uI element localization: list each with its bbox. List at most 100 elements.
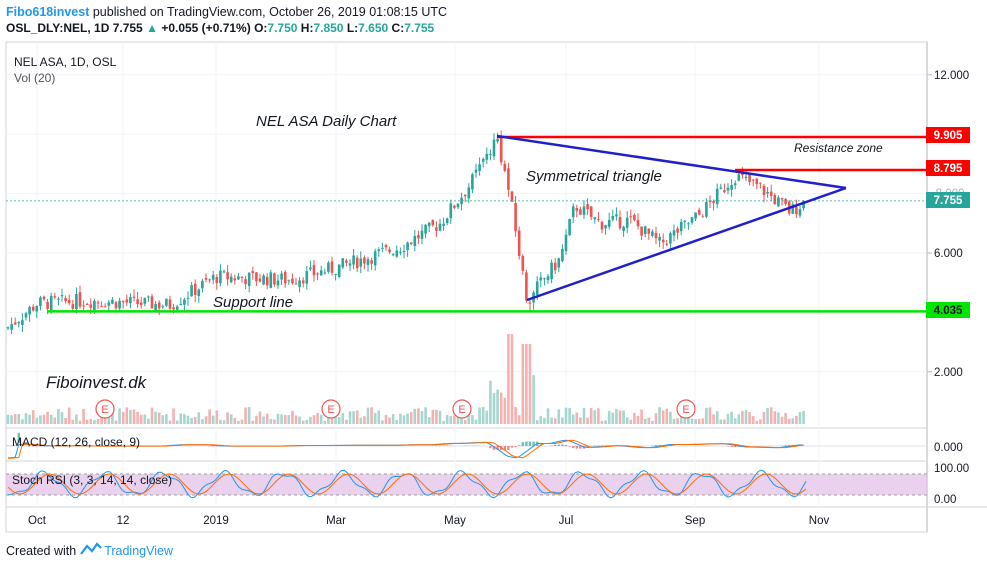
candle-body [391, 254, 395, 256]
legend-title: NEL ASA, 1D, OSL [14, 55, 117, 69]
volume-bar [773, 411, 777, 424]
volume-bar [21, 419, 24, 424]
high-value: 7.850 [313, 21, 344, 35]
volume-bar [471, 415, 474, 424]
candle-body [496, 138, 499, 142]
candle-body [193, 283, 197, 295]
volume-bar [784, 412, 787, 424]
candle-body [611, 215, 615, 220]
volume-bar [611, 412, 615, 424]
volume-bar [64, 417, 67, 424]
volume-bar [150, 407, 154, 424]
candle-body [507, 168, 510, 190]
candle-body [348, 263, 352, 266]
tradingview-brand[interactable]: TradingView [104, 543, 173, 558]
triangle-upper-trendline[interactable] [496, 134, 847, 190]
volume-bar [795, 415, 798, 424]
volume-bar [402, 415, 406, 424]
volume-bar [280, 414, 283, 424]
candle-body [665, 243, 669, 245]
volume-bar [93, 420, 96, 424]
candle-body [172, 307, 175, 310]
volume-bar [258, 411, 262, 424]
time-tick-label: 2019 [203, 515, 229, 527]
candle-body [147, 296, 150, 298]
candle-body [136, 299, 139, 305]
candle-body [697, 209, 701, 215]
volume-bar [269, 418, 273, 424]
volume-bar [413, 408, 417, 424]
volume-bar [615, 409, 618, 424]
volume-bar [352, 411, 355, 424]
candle-body [10, 324, 13, 330]
candle-body [640, 226, 643, 236]
volume-bar [35, 417, 39, 424]
volume-bar [399, 413, 402, 424]
volume-bar [557, 409, 561, 424]
candle-body [564, 234, 568, 252]
candle-body [269, 272, 273, 288]
candle-body [229, 276, 233, 283]
volume-bar [741, 410, 744, 424]
volume-bar [474, 419, 478, 424]
candle-body [708, 200, 712, 203]
macd-histogram-bar [496, 446, 499, 450]
volume-bar [449, 416, 453, 424]
volume-bar [438, 410, 442, 424]
candle-body [679, 221, 683, 232]
candle-body [157, 302, 161, 309]
candle-body [197, 289, 201, 297]
volume-bar [10, 415, 13, 424]
candle-body [319, 270, 323, 276]
volume-bar [366, 407, 370, 424]
candle-body [21, 320, 24, 325]
candle-body [154, 303, 157, 312]
candle-body [762, 185, 766, 195]
volume-bar [701, 418, 705, 424]
candle-body [712, 201, 715, 204]
triangle-lower-trendline[interactable] [526, 186, 847, 302]
candle-body [312, 265, 316, 276]
ohlc-line: OSL_DLY:NEL, 1D 7.755 ▲ +0.055 (+0.71%) … [6, 20, 447, 36]
volume-bar [39, 415, 42, 424]
open-label: O: [254, 21, 268, 35]
macd-zero-tick: 0.000 [934, 442, 963, 454]
volume-bar [798, 412, 802, 424]
candle-body [453, 205, 456, 208]
volume-bar [489, 380, 492, 424]
earnings-marker-circle [452, 399, 472, 419]
candle-body [409, 242, 413, 245]
volume-bar [582, 407, 586, 424]
candle-body [514, 202, 517, 232]
candle-body [773, 194, 777, 204]
volume-bar [690, 418, 694, 424]
candle-body [352, 255, 355, 265]
candle-body [777, 197, 780, 207]
candle-body [258, 278, 262, 282]
volume-bar [226, 412, 229, 424]
volume-bar [568, 408, 571, 424]
created-with-text: Created with [6, 543, 77, 558]
candle-body [571, 206, 575, 218]
symbol-label: OSL_DLY:NEL, 1D [6, 21, 110, 35]
candle-body [60, 295, 64, 297]
volume-bar [694, 418, 697, 424]
volume-bar [373, 413, 377, 424]
stoch-bottom-tick: 0.00 [934, 494, 956, 506]
volume-bar [532, 375, 535, 424]
volume-bar [75, 414, 78, 424]
open-value: 7.750 [267, 21, 298, 35]
candle-body [31, 306, 35, 311]
volume-bar [435, 409, 438, 424]
candle-body [150, 296, 154, 309]
volume-bar [251, 420, 255, 424]
time-tick-label: Jul [559, 515, 574, 527]
candle-body [737, 174, 741, 181]
candle-body [723, 190, 726, 193]
author-name[interactable]: Fibo618invest [6, 5, 90, 19]
candle-body [71, 304, 75, 309]
candle-body [485, 153, 489, 160]
volume-bar [345, 419, 348, 424]
earnings-marker-circle [676, 399, 696, 419]
